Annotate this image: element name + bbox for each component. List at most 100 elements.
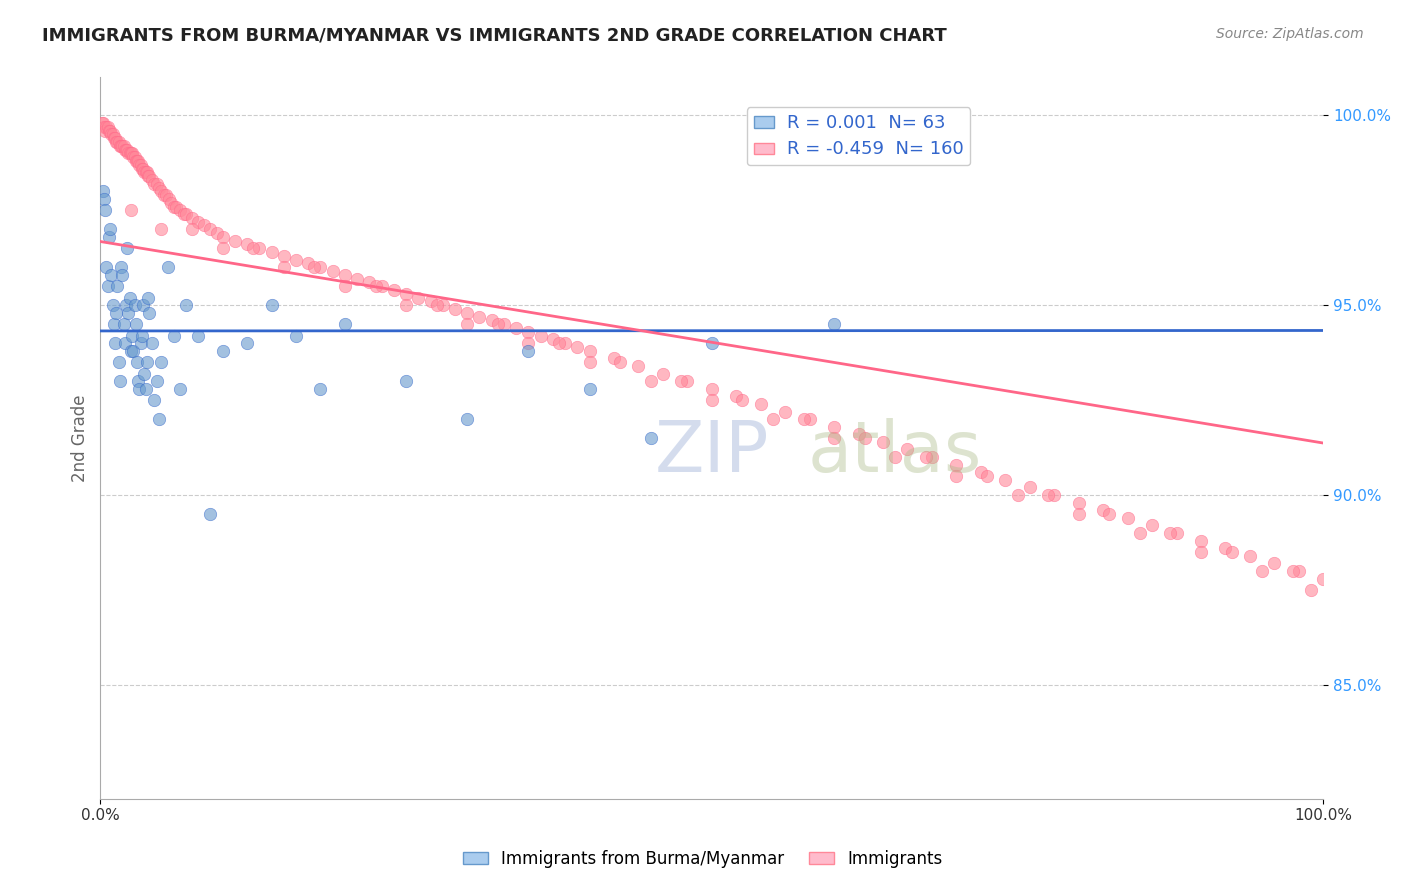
Legend: R = 0.001  N= 63, R = -0.459  N= 160: R = 0.001 N= 63, R = -0.459 N= 160: [747, 107, 970, 165]
Point: [111, 268, 134, 282]
Point: [115, 143, 138, 157]
Point: [127, 153, 149, 168]
Point: [976, 469, 998, 483]
Text: IMMIGRANTS FROM BURMA/MYANMAR VS IMMIGRANTS 2ND GRADE CORRELATION CHART: IMMIGRANTS FROM BURMA/MYANMAR VS IMMIGRA…: [42, 27, 946, 45]
Point: [285, 328, 308, 343]
Point: [872, 434, 894, 449]
Point: [382, 283, 405, 297]
Point: [1043, 488, 1066, 502]
Point: [945, 469, 967, 483]
Point: [193, 219, 215, 233]
Point: [609, 355, 631, 369]
Point: [101, 128, 124, 142]
Point: [242, 241, 264, 255]
Point: [117, 146, 139, 161]
Point: [640, 431, 662, 445]
Point: [1299, 582, 1322, 597]
Point: [395, 298, 418, 312]
Point: [135, 165, 157, 179]
Point: [1159, 526, 1181, 541]
Text: ZIP: ZIP: [655, 418, 769, 487]
Point: [121, 328, 143, 343]
Point: [122, 343, 145, 358]
Legend: Immigrants from Burma/Myanmar, Immigrants: Immigrants from Burma/Myanmar, Immigrant…: [457, 844, 949, 875]
Point: [945, 458, 967, 472]
Point: [603, 351, 626, 366]
Point: [129, 336, 152, 351]
Point: [700, 336, 723, 351]
Point: [236, 336, 259, 351]
Point: [671, 374, 693, 388]
Point: [273, 260, 295, 275]
Point: [131, 161, 153, 176]
Point: [131, 328, 153, 343]
Point: [823, 317, 845, 331]
Point: [115, 298, 138, 312]
Point: [456, 317, 478, 331]
Point: [174, 207, 197, 221]
Point: [132, 161, 155, 176]
Point: [200, 222, 222, 236]
Point: [110, 138, 132, 153]
Point: [419, 294, 441, 309]
Point: [107, 135, 129, 149]
Point: [468, 310, 491, 324]
Point: [127, 374, 149, 388]
Point: [1018, 480, 1040, 494]
Point: [120, 146, 142, 161]
Point: [100, 268, 122, 282]
Point: [408, 291, 430, 305]
Point: [853, 431, 876, 445]
Point: [120, 343, 142, 358]
Point: [136, 291, 159, 305]
Point: [395, 374, 418, 388]
Point: [273, 249, 295, 263]
Point: [773, 404, 796, 418]
Point: [505, 321, 527, 335]
Point: [118, 146, 141, 161]
Point: [627, 359, 650, 373]
Point: [120, 203, 142, 218]
Point: [169, 382, 191, 396]
Point: [517, 336, 540, 351]
Point: [700, 393, 723, 408]
Point: [236, 237, 259, 252]
Point: [135, 165, 157, 179]
Point: [108, 374, 131, 388]
Point: [1166, 526, 1188, 541]
Point: [135, 382, 157, 396]
Point: [260, 245, 283, 260]
Point: [163, 200, 186, 214]
Point: [1189, 533, 1212, 548]
Point: [640, 374, 662, 388]
Point: [122, 150, 145, 164]
Point: [132, 298, 155, 312]
Y-axis label: 2nd Grade: 2nd Grade: [72, 394, 89, 482]
Point: [150, 355, 173, 369]
Point: [108, 138, 131, 153]
Point: [117, 306, 139, 320]
Point: [548, 336, 571, 351]
Point: [129, 158, 152, 172]
Point: [554, 336, 576, 351]
Point: [432, 298, 454, 312]
Point: [1067, 495, 1090, 509]
Point: [125, 317, 148, 331]
Point: [884, 450, 907, 464]
Point: [160, 195, 183, 210]
Point: [333, 279, 356, 293]
Point: [97, 123, 120, 137]
Point: [187, 215, 209, 229]
Point: [359, 276, 381, 290]
Point: [211, 241, 233, 255]
Point: [970, 465, 993, 479]
Point: [91, 184, 114, 198]
Point: [200, 507, 222, 521]
Point: [529, 328, 551, 343]
Point: [174, 298, 197, 312]
Point: [541, 332, 564, 346]
Point: [444, 301, 467, 316]
Point: [93, 192, 115, 206]
Point: [1116, 511, 1139, 525]
Point: [138, 169, 160, 183]
